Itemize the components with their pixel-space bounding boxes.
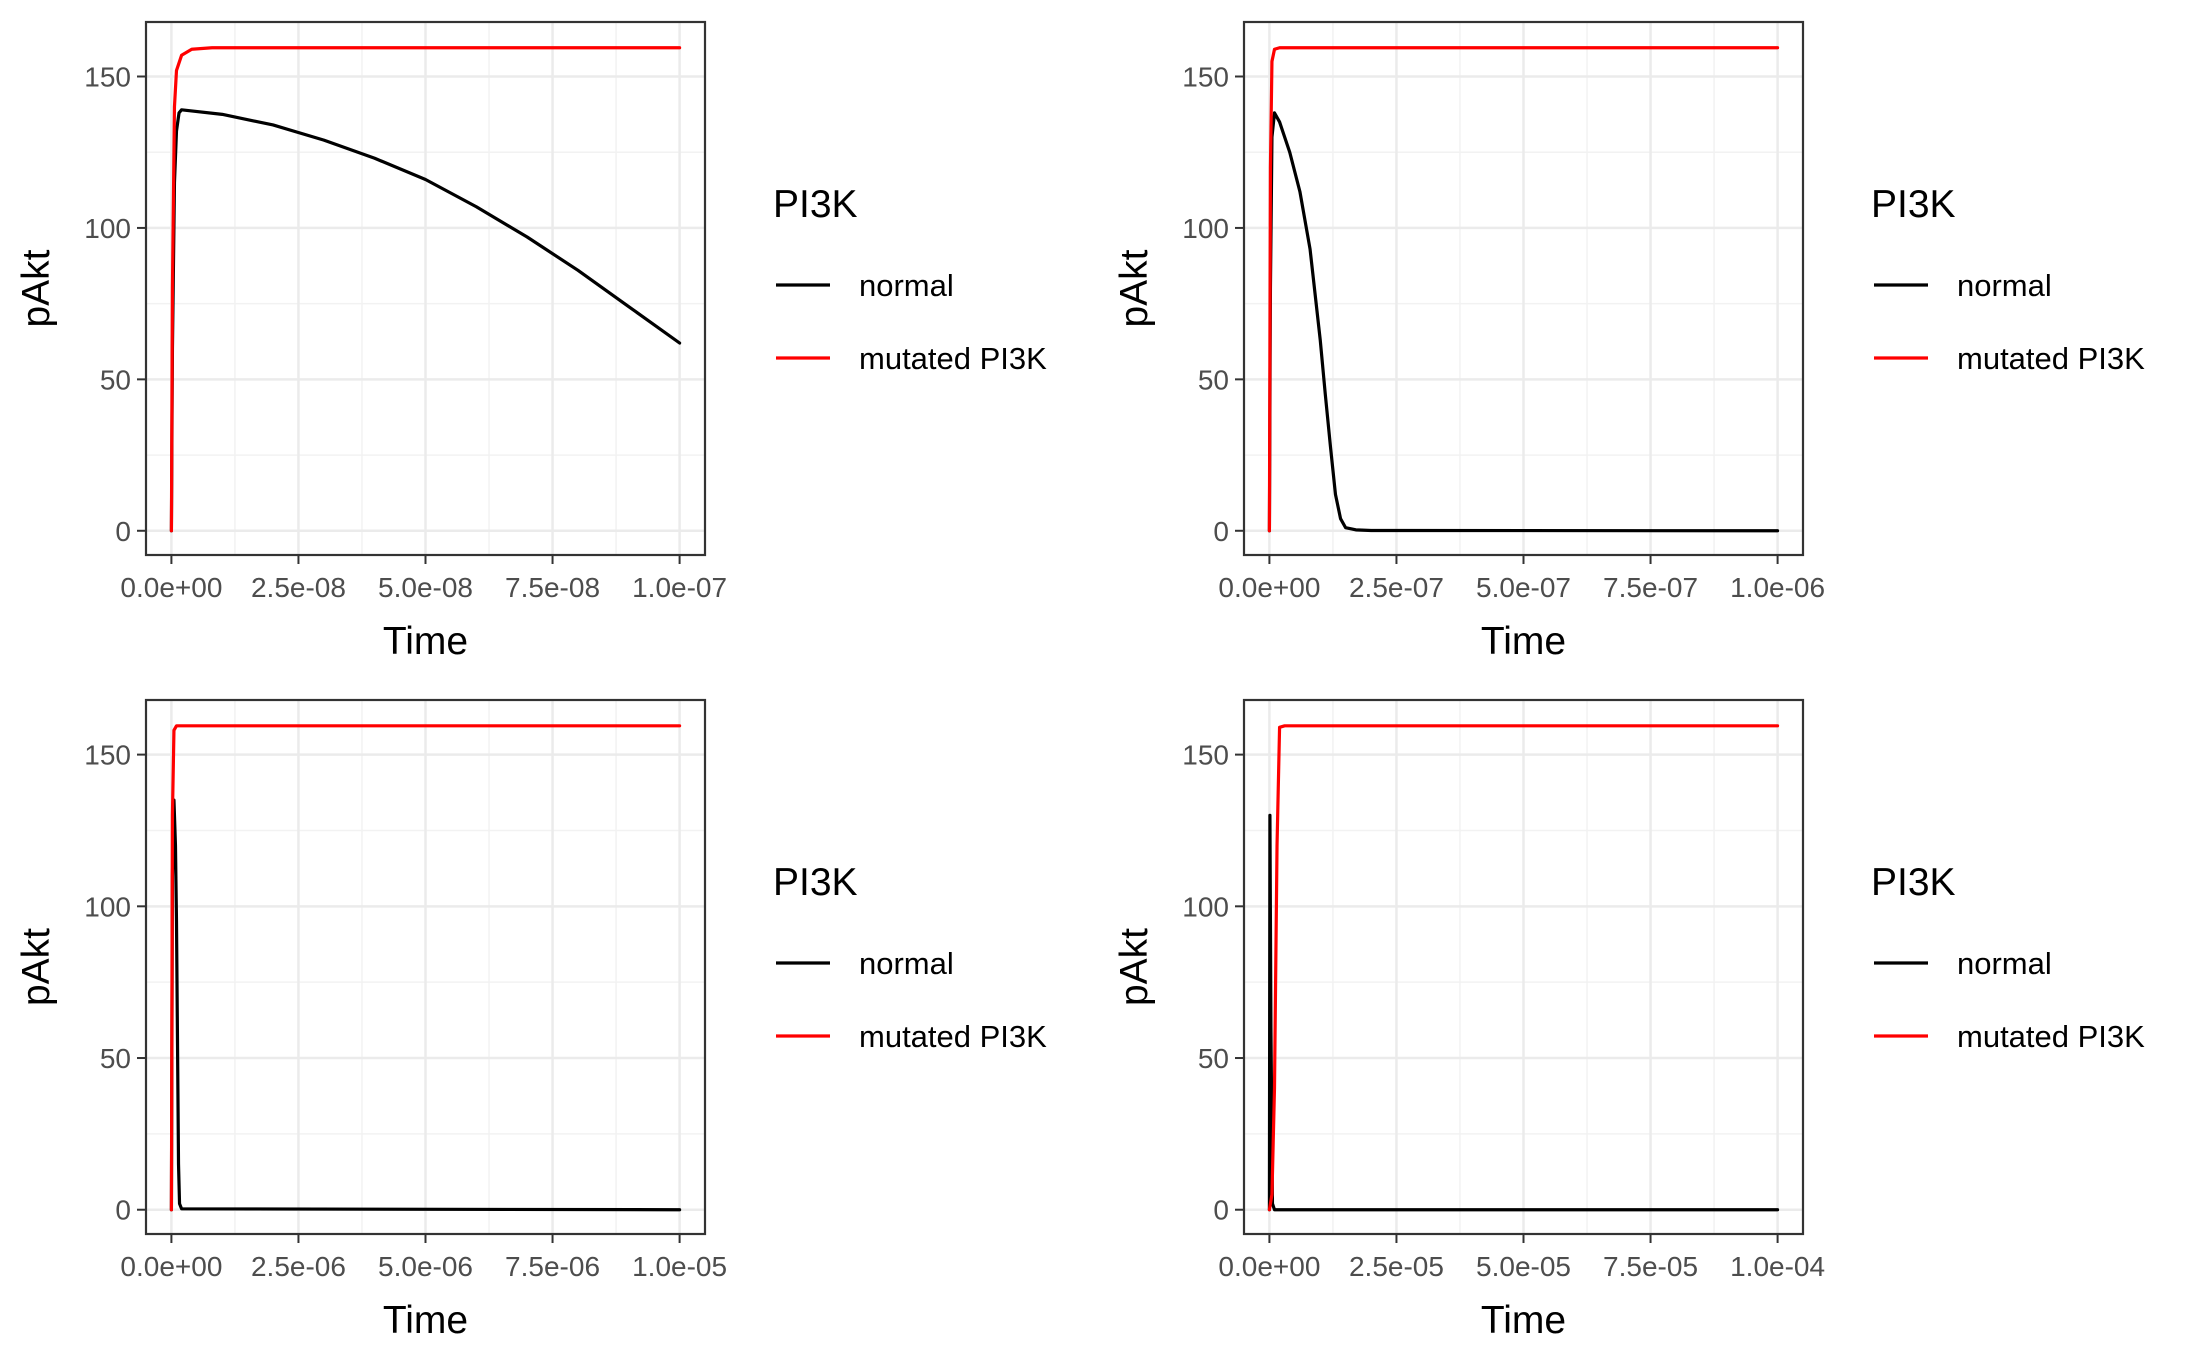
y-tick-label: 50 (1198, 364, 1229, 395)
x-tick-label: 5.0e-07 (1476, 572, 1571, 603)
x-tick-label: 1.0e-05 (632, 1251, 727, 1282)
legend-label-normal: normal (1957, 268, 2052, 303)
legend-label-mutated-pi3k: mutated PI3K (1957, 1019, 2145, 1054)
x-tick-label: 2.5e-08 (251, 572, 346, 603)
x-tick-label: 2.5e-05 (1349, 1251, 1444, 1282)
chart-panel-3: 0.0e+00 2.5e-06 5.0e-06 7.5e-06 1.0e-05 0 50 10… (15, 698, 1047, 1342)
x-tick-label: 1.0e-06 (1730, 572, 1825, 603)
legend-title: PI3K (1871, 183, 1956, 226)
y-axis-title: pAkt (1113, 928, 1156, 1006)
y-tick-label: 150 (84, 62, 131, 93)
series-line-normal (1267, 813, 1780, 1212)
y-tick-label: 0 (115, 516, 131, 547)
chart-panel-4: 0.0e+00 2.5e-05 5.0e-05 7.5e-05 1.0e-04 0 50 10… (1113, 698, 2145, 1342)
x-tick-label: 0.0e+00 (1218, 572, 1320, 603)
series-line-mutated-pi3k (1267, 724, 1780, 1212)
x-tick-label: 0.0e+00 (120, 572, 222, 603)
x-axis-title: Time (383, 620, 468, 663)
y-tick-label: 150 (1182, 62, 1229, 93)
x-tick-label: 5.0e-05 (1476, 1251, 1571, 1282)
x-axis-title: Time (1481, 1299, 1566, 1342)
series-line-mutated-pi3k (1267, 46, 1780, 533)
y-tick-label: 0 (1213, 516, 1229, 547)
legend-title: PI3K (773, 861, 858, 904)
x-tick-label: 2.5e-06 (251, 1251, 346, 1282)
x-tick-label: 2.5e-07 (1349, 572, 1444, 603)
legend-label-normal: normal (859, 946, 954, 981)
legend-title: PI3K (1871, 861, 1956, 904)
y-tick-label: 150 (84, 740, 131, 771)
y-tick-label: 0 (115, 1195, 131, 1226)
legend-label-mutated-pi3k: mutated PI3K (859, 1019, 1047, 1054)
y-tick-label: 100 (1182, 213, 1229, 244)
x-tick-label: 0.0e+00 (120, 1251, 222, 1282)
legend-label-mutated-pi3k: mutated PI3K (859, 341, 1047, 376)
y-axis-title: pAkt (15, 928, 58, 1006)
y-tick-label: 100 (1182, 891, 1229, 922)
legend: PI3K normal mutated PI3K (773, 861, 1047, 1054)
x-tick-label: 5.0e-08 (378, 572, 473, 603)
y-tick-label: 150 (1182, 740, 1229, 771)
legend-label-normal: normal (1957, 946, 2052, 981)
x-tick-label: 7.5e-08 (505, 572, 600, 603)
x-tick-label: 7.5e-07 (1603, 572, 1698, 603)
legend: PI3K normal mutated PI3K (1871, 183, 2145, 376)
x-axis-title: Time (383, 1299, 468, 1342)
legend-title: PI3K (773, 183, 858, 226)
x-tick-label: 7.5e-06 (505, 1251, 600, 1282)
x-tick-label: 1.0e-07 (632, 572, 727, 603)
series-line-mutated-pi3k (169, 724, 682, 1212)
y-axis-title: pAkt (1113, 249, 1156, 327)
y-tick-label: 100 (84, 213, 131, 244)
y-tick-label: 50 (1198, 1043, 1229, 1074)
legend-label-mutated-pi3k: mutated PI3K (1957, 341, 2145, 376)
y-tick-label: 50 (100, 364, 131, 395)
y-tick-label: 100 (84, 891, 131, 922)
legend: PI3K normal mutated PI3K (773, 183, 1047, 376)
y-axis-title: pAkt (15, 249, 58, 327)
x-tick-label: 7.5e-05 (1603, 1251, 1698, 1282)
legend-label-normal: normal (859, 268, 954, 303)
y-tick-label: 50 (100, 1043, 131, 1074)
series-line-normal (1267, 111, 1780, 533)
legend: PI3K normal mutated PI3K (1871, 861, 2145, 1054)
series-line-mutated-pi3k (169, 46, 682, 533)
chart-panel-2: 0.0e+00 2.5e-07 5.0e-07 7.5e-07 1.0e-06 0 50 10… (1113, 20, 2145, 663)
x-tick-label: 0.0e+00 (1218, 1251, 1320, 1282)
chart-panel-1: 0.0e+00 2.5e-08 5.0e-08 7.5e-08 1.0e-07 0 50 10… (15, 20, 1047, 663)
x-axis-title: Time (1481, 620, 1566, 663)
x-tick-label: 5.0e-06 (378, 1251, 473, 1282)
x-tick-label: 1.0e-04 (1730, 1251, 1825, 1282)
y-tick-label: 0 (1213, 1195, 1229, 1226)
